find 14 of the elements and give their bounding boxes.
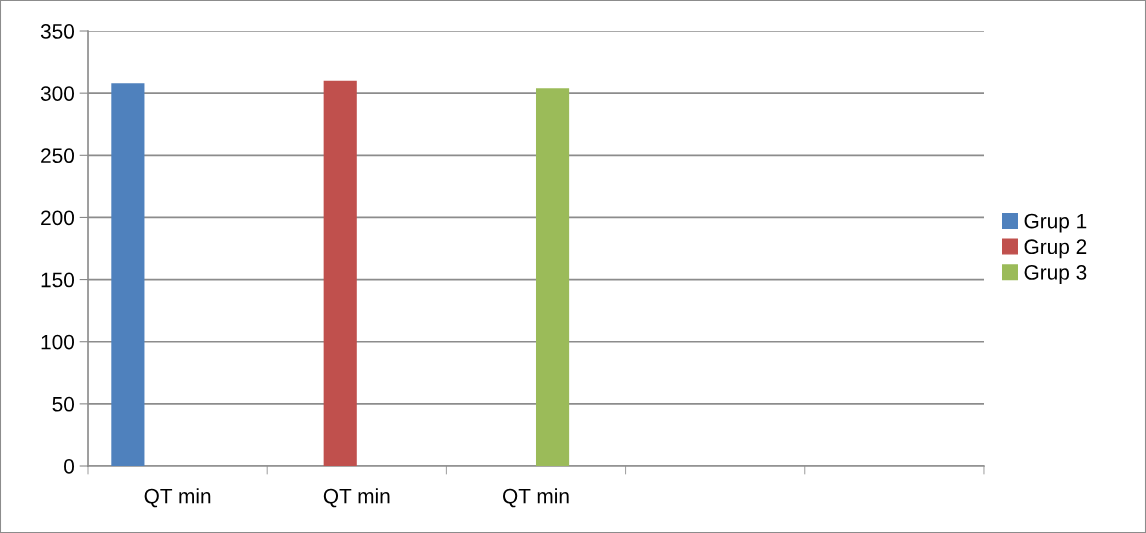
x-tick-label: QT min	[503, 488, 569, 508]
y-tick-label: 100	[41, 334, 75, 350]
legend-label: Grup 1	[1024, 213, 1087, 233]
y-tick-label: 50	[52, 396, 75, 412]
y-tick-label: 200	[41, 210, 75, 226]
y-tick-label: 0	[64, 459, 74, 474]
x-tick-label: QT min	[323, 488, 390, 508]
y-tick-label: 150	[41, 272, 75, 288]
x-tick-label: QT min	[144, 488, 211, 508]
y-tick-label: 300	[40, 86, 75, 101]
y-tick-label: 350	[40, 24, 75, 39]
legend-label: Grup 3	[1024, 265, 1087, 284]
y-tick-label: 250	[41, 148, 75, 164]
legend-label: Grup 2	[1024, 239, 1087, 259]
